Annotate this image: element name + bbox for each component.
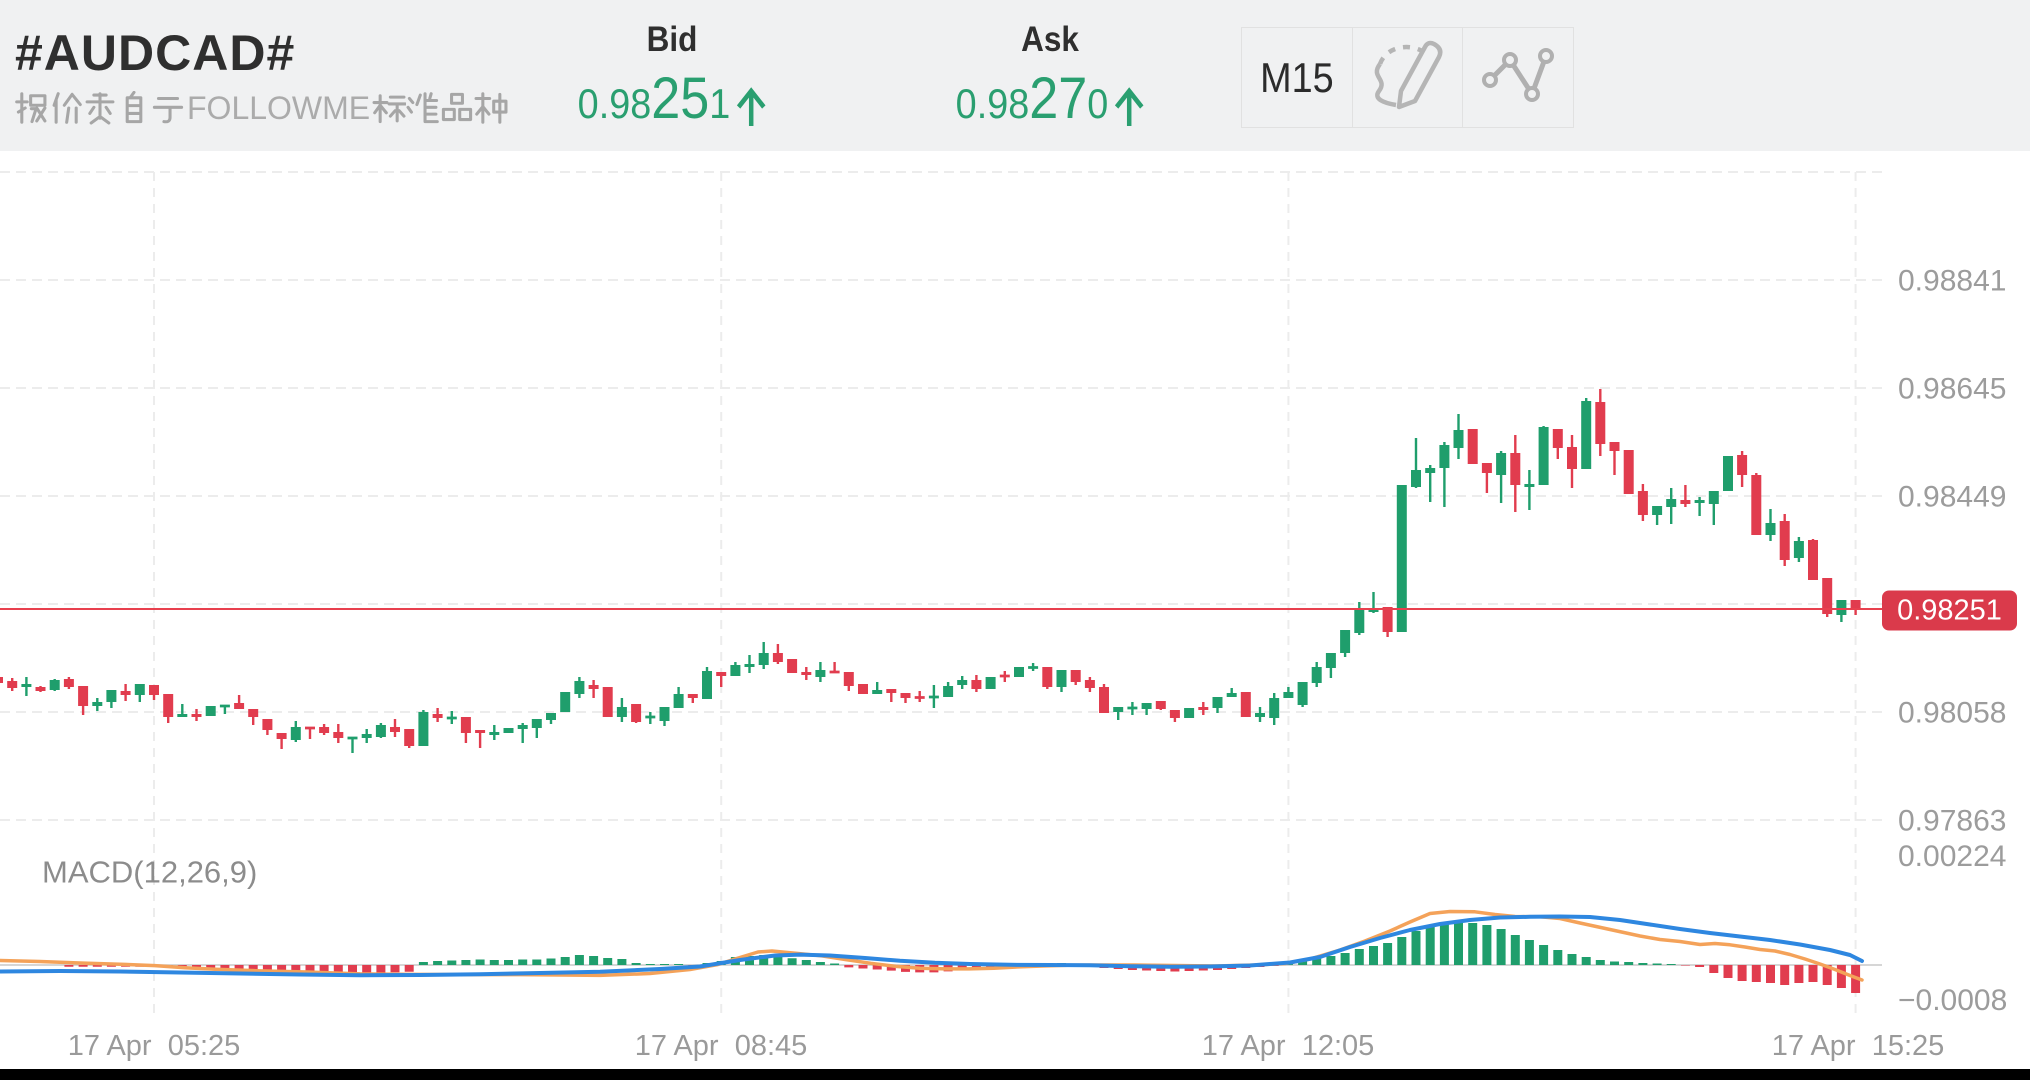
- svg-text:−0.0008: −0.0008: [1898, 984, 2007, 1017]
- svg-text:0.98058: 0.98058: [1898, 697, 2006, 730]
- svg-text:17 Apr 12:05: 17 Apr 12:05: [1202, 1030, 1375, 1062]
- svg-text:MACD(12,26,9): MACD(12,26,9): [42, 855, 257, 890]
- svg-text:17 Apr 15:25: 17 Apr 15:25: [1772, 1030, 1945, 1062]
- svg-text:0.98841: 0.98841: [1898, 265, 2006, 298]
- svg-text:17 Apr 05:25: 17 Apr 05:25: [68, 1030, 241, 1062]
- svg-text:17 Apr 08:45: 17 Apr 08:45: [635, 1030, 808, 1062]
- svg-text:0.98251: 0.98251: [1897, 595, 2002, 627]
- svg-text:0.98645: 0.98645: [1898, 373, 2006, 406]
- svg-text:0.00224: 0.00224: [1898, 840, 2006, 873]
- svg-text:0.97863: 0.97863: [1898, 805, 2006, 838]
- svg-text:0.98449: 0.98449: [1898, 481, 2006, 514]
